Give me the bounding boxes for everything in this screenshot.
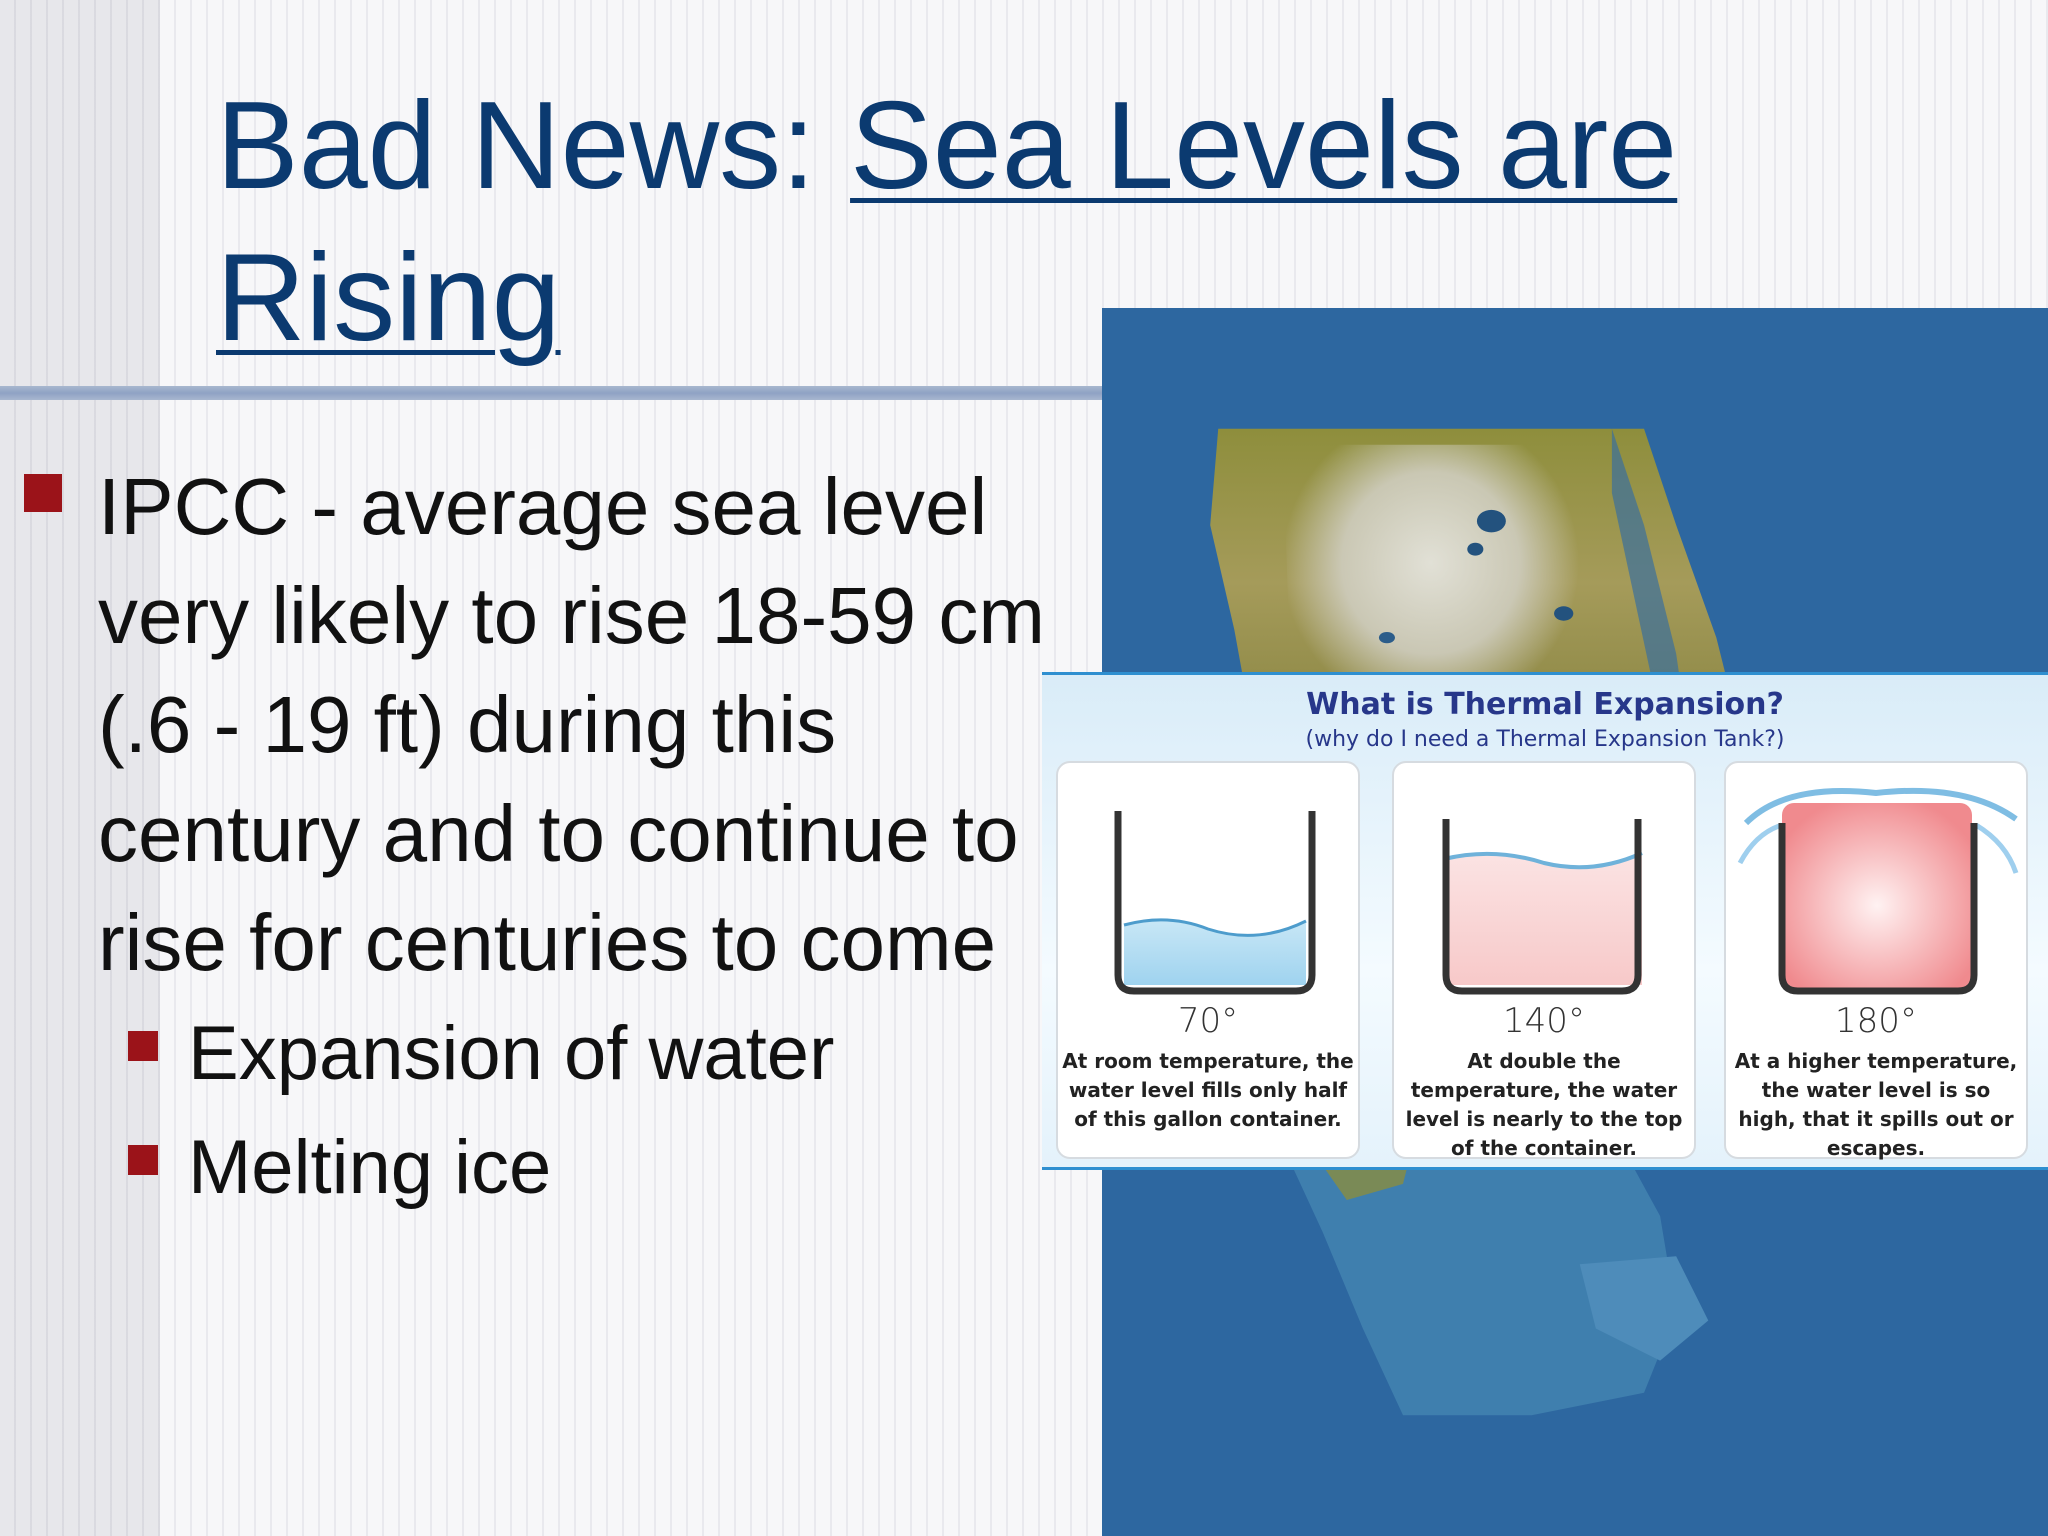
slide-title: Bad News: Sea Levels are Rising xyxy=(216,70,1776,374)
panel-70: 70° At room temperature, the water level… xyxy=(1056,761,1360,1159)
panel-description: At a higher temperature, the water level… xyxy=(1734,1049,2018,1160)
bullet-main-text: IPCC - average sea level very likely to … xyxy=(98,462,1045,987)
title-prefix: Bad News: xyxy=(216,77,851,215)
sub-bullet-melting: Melting ice xyxy=(24,1111,1064,1225)
overflowing-container-icon xyxy=(1737,787,2019,995)
half-full-container-icon xyxy=(1114,811,1316,995)
temperature-label: 70° xyxy=(1177,1001,1239,1041)
bullet-square-icon xyxy=(24,474,62,512)
panel-description: At double the temperature, the water lev… xyxy=(1405,1049,1683,1160)
bullet-square-icon xyxy=(128,1031,158,1061)
title-divider xyxy=(0,386,1102,400)
infographic-title: What is Thermal Expansion? xyxy=(1306,687,1784,722)
infographic-subtitle: (why do I need a Thermal Expansion Tank?… xyxy=(1305,727,1785,752)
bullet-main: IPCC - average sea level very likely to … xyxy=(24,452,1064,997)
panel-180: 180° At a higher temperature, the water … xyxy=(1724,761,2028,1160)
thermal-expansion-infographic: What is Thermal Expansion? (why do I nee… xyxy=(1042,672,2048,1170)
bullet-square-icon xyxy=(128,1145,158,1175)
title-link[interactable]: Sea Levels are Rising xyxy=(216,77,1678,367)
sub-bullet-expansion: Expansion of water xyxy=(24,997,1064,1111)
bullet-list: IPCC - average sea level very likely to … xyxy=(24,452,1064,1225)
panel-description: At room temperature, the water level fil… xyxy=(1062,1049,1354,1131)
panel-140: 140° At double the temperature, the wate… xyxy=(1392,761,1696,1160)
temperature-label: 140° xyxy=(1503,1001,1585,1041)
sub-bullet-text: Expansion of water xyxy=(188,1011,835,1096)
nearly-full-container-icon xyxy=(1442,819,1643,995)
left-shade-band xyxy=(0,0,160,1536)
temperature-label: 180° xyxy=(1835,1001,1917,1041)
sub-bullet-text: Melting ice xyxy=(188,1125,552,1210)
